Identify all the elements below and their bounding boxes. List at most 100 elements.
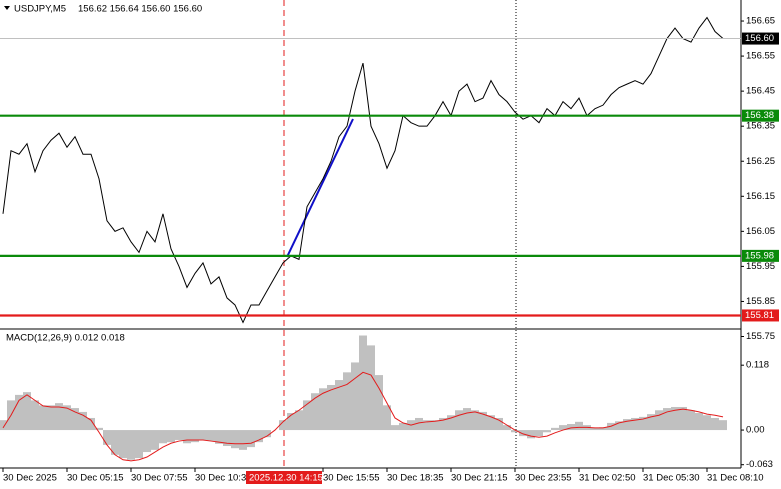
macd-bar [55, 403, 63, 431]
macd-bar [351, 362, 359, 431]
macd-bar [503, 425, 511, 431]
x-tick-label: 30 Dec 05:15 [67, 473, 124, 484]
macd-bar [63, 405, 71, 431]
macd-bar [639, 416, 647, 431]
macd-bar [239, 430, 247, 450]
macd-bar [31, 400, 39, 431]
macd-bar [535, 430, 543, 437]
x-tick-label: 30 Dec 10:35 [195, 473, 252, 484]
y-tick-label: 156.05 [746, 226, 775, 237]
level-label: 155.81 [745, 310, 774, 321]
macd-bar [127, 430, 135, 460]
macd-bar [703, 415, 711, 431]
y-tick-label: 155.75 [746, 331, 775, 342]
macd-bar [719, 420, 727, 431]
macd-bar [455, 410, 463, 431]
macd-bar [119, 430, 127, 459]
trend-line [286, 118, 354, 258]
macd-bar [79, 411, 87, 431]
macd-bar [231, 430, 239, 449]
macd-bar [215, 430, 223, 444]
x-tick-label: 30 Dec 07:55 [131, 473, 188, 484]
macd-bar [615, 421, 623, 431]
macd-bar [367, 345, 375, 431]
last-price-box [742, 32, 779, 45]
macd-bar [463, 408, 471, 431]
macd-bar [375, 375, 383, 431]
macd-bar [687, 410, 695, 431]
x-tick-label: 31 Dec 05:30 [643, 473, 700, 484]
macd-bar [383, 405, 391, 431]
macd-title: MACD(12,26,9) 0.012 0.018 [6, 333, 125, 344]
macd-bar [431, 420, 439, 431]
symbol-title: USDJPY,M5 [14, 4, 66, 15]
ohlc: 156.62 156.64 156.60 156.60 [78, 4, 202, 15]
macd-bar [519, 430, 527, 437]
macd-bar [71, 408, 79, 431]
macd-bar [87, 417, 95, 431]
macd-bar [111, 430, 119, 455]
macd-bar [247, 430, 255, 448]
macd-bar [559, 425, 567, 431]
macd-bar [543, 430, 551, 433]
x-tick-label: 30 Dec 2025 [3, 473, 57, 484]
crosshair-time-label: 2025.12.30 14:15 [249, 473, 323, 484]
x-tick-label: 31 Dec 02:50 [579, 473, 636, 484]
macd-bar [399, 422, 407, 431]
y-tick-label: 156.35 [746, 121, 775, 132]
y-tick-label: 156.45 [746, 86, 775, 97]
macd-bar [695, 413, 703, 431]
y-tick-label: 155.95 [746, 261, 775, 272]
x-tick-label: 30 Dec 15:55 [323, 473, 380, 484]
macd-bar [175, 430, 183, 440]
x-tick-label: 30 Dec 18:35 [387, 473, 444, 484]
macd-bar [655, 410, 663, 431]
macd-bar [447, 415, 455, 431]
macd-bar [487, 415, 495, 431]
menu-arrow[interactable] [4, 6, 10, 10]
macd-bar [191, 430, 199, 443]
macd-bar [287, 413, 295, 431]
macd-bar [151, 430, 159, 450]
level-label: 156.38 [745, 110, 774, 121]
y-tick-label: 0.00 [746, 425, 765, 436]
macd-bar [47, 405, 55, 431]
macd-bar [479, 411, 487, 431]
level-box [742, 109, 779, 122]
y-tick-label: 156.55 [746, 51, 775, 62]
y-tick-label: 156.25 [746, 156, 775, 167]
level-label: 155.98 [745, 250, 774, 261]
macd-bar [23, 392, 31, 431]
macd-bar [303, 400, 311, 431]
macd-bar [295, 410, 303, 431]
level-box [742, 309, 779, 322]
macd-bar [575, 421, 583, 431]
macd-bar [679, 406, 687, 431]
macd-bar [471, 410, 479, 431]
macd-bar [527, 430, 535, 439]
macd-bar [671, 406, 679, 431]
macd-bar [39, 405, 47, 431]
macd-bar [631, 417, 639, 431]
y-tick-label: 156.15 [746, 191, 775, 202]
y-tick-label: 156.65 [746, 16, 775, 27]
y-tick-label: 155.85 [746, 296, 775, 307]
macd-bar [567, 424, 575, 431]
macd-bar [335, 380, 343, 431]
macd-bar [647, 414, 655, 431]
x-tick-label: 30 Dec 23:55 [515, 473, 572, 484]
macd-bar [207, 430, 215, 442]
price-line [2, 16, 724, 324]
macd-bar [135, 430, 143, 459]
macd-bar [319, 388, 327, 431]
macd-bar [15, 394, 23, 431]
macd-bar [423, 420, 431, 431]
macd-bar [255, 430, 263, 443]
crosshair-time-box [246, 471, 322, 484]
y-tick-label: 0.118 [746, 360, 769, 371]
y-tick-label: -0.063 [746, 459, 773, 470]
macd-bar [439, 417, 447, 431]
macd-bar [551, 427, 559, 431]
macd-bar [495, 417, 503, 431]
